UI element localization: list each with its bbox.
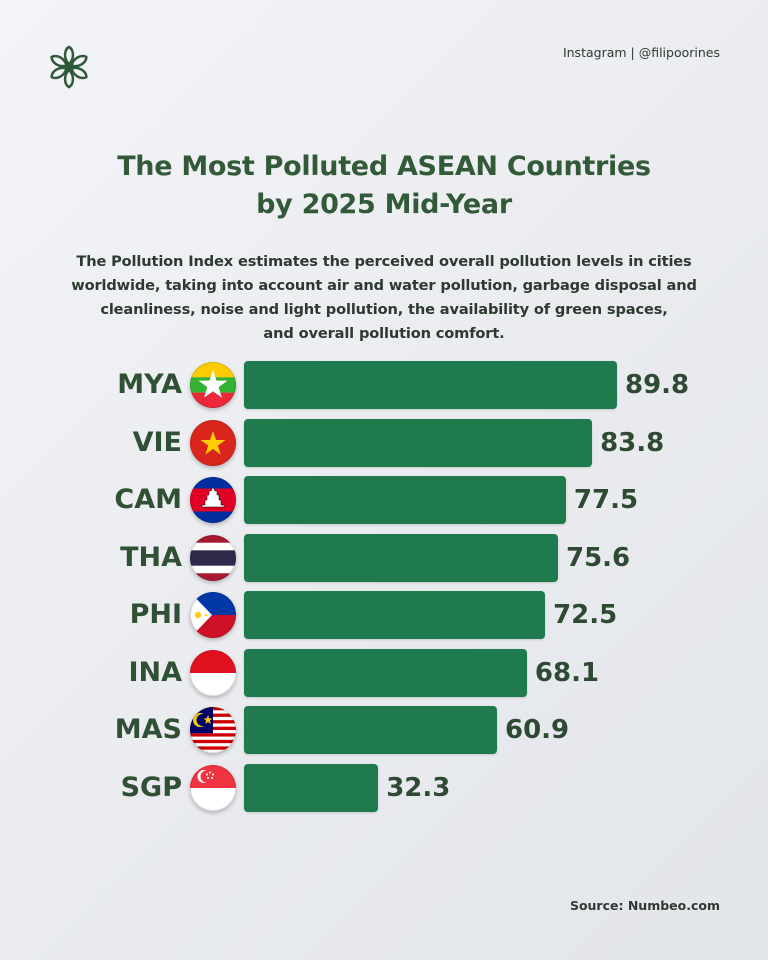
indonesia-flag-icon [190, 649, 236, 696]
bar-row-mya: MYA 89.8 [0, 360, 768, 410]
bar-chart: MYA 89.8 VIE 83.8 CAM 77.5 THA 75.6 PHI 72.5 INA 68… [0, 360, 768, 830]
bar-row-sgp: SGP 32.3 [0, 763, 768, 813]
subtitle-line-4: and overall pollution comfort. [263, 325, 505, 342]
malaysia-flag-icon [190, 707, 236, 753]
thailand-flag-icon [190, 534, 236, 581]
chart-subtitle: The Pollution Index estimates the percei… [40, 250, 728, 346]
value-label: 77.5 [573, 485, 639, 515]
category-label: MYA [117, 369, 182, 400]
value-label: 68.1 [534, 657, 600, 688]
bar-row-cam: CAM 77.5 [0, 475, 768, 525]
myanmar-flag-icon [190, 362, 236, 408]
floral-lotus-icon [46, 44, 92, 90]
bar [244, 648, 527, 697]
category-label: VIE [132, 426, 182, 458]
instagram-handle[interactable]: Instagram | @filipoorines [562, 45, 720, 60]
category-label: MAS [114, 714, 182, 745]
category-label: THA [120, 541, 182, 573]
title-line-2: by 2025 Mid-Year [256, 189, 512, 220]
chart-title: The Most Polluted ASEAN Countries by 202… [0, 148, 768, 224]
bar-row-tha: THA 75.6 [0, 533, 768, 583]
value-label: 32.3 [386, 772, 451, 803]
category-label: SGP [120, 771, 182, 803]
subtitle-line-3: cleanliness, noise and light pollution, … [100, 301, 668, 318]
bar [244, 418, 593, 467]
bar [244, 706, 497, 754]
singapore-flag-icon [190, 764, 236, 811]
source-credit: Source: Numbeo.com [569, 898, 720, 913]
bar-row-mas: MAS 60.9 [0, 705, 768, 755]
value-label: 60.9 [505, 715, 570, 745]
bar-row-ina: INA 68.1 [0, 648, 768, 698]
value-label: 72.5 [553, 600, 618, 630]
bar [244, 533, 558, 582]
bar-row-vie: VIE 83.8 [0, 418, 768, 468]
bar [244, 763, 379, 812]
value-label: 83.8 [600, 427, 665, 458]
category-label: CAM [114, 484, 182, 515]
vietnam-flag-icon [190, 419, 236, 466]
bar-row-phi: PHI 72.5 [0, 590, 768, 640]
bar [244, 476, 566, 524]
philippines-flag-icon [190, 592, 236, 638]
category-label: INA [128, 656, 182, 688]
bar [244, 361, 617, 409]
cambodia-flag-icon [190, 477, 236, 523]
title-line-1: The Most Polluted ASEAN Countries [117, 151, 651, 182]
bar [244, 591, 546, 639]
value-label: 75.6 [566, 542, 631, 573]
subtitle-line-2: worldwide, taking into account air and w… [71, 277, 697, 294]
category-label: PHI [129, 599, 182, 630]
subtitle-line-1: The Pollution Index estimates the percei… [76, 253, 692, 270]
value-label: 89.8 [625, 370, 690, 400]
